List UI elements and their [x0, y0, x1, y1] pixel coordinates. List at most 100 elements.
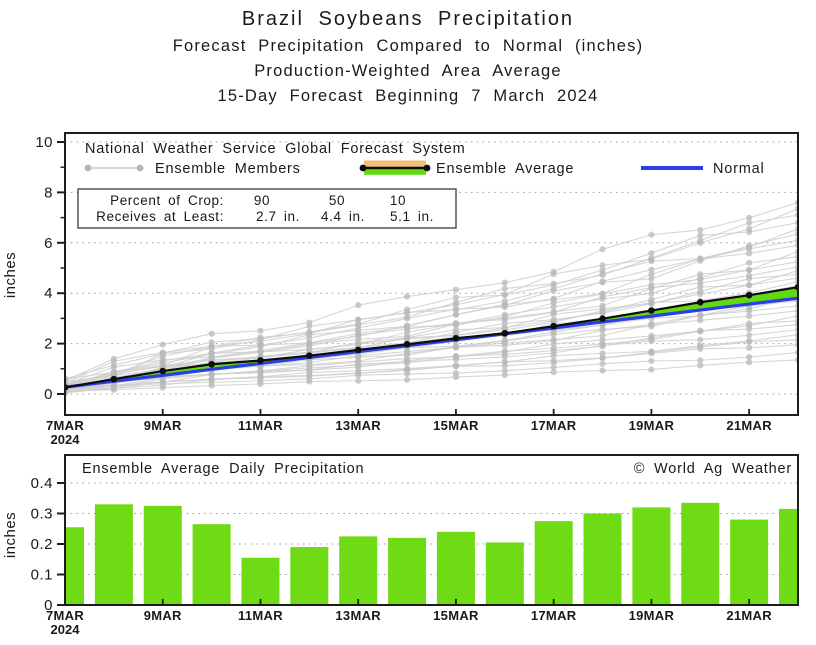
plot-border	[64, 132, 799, 416]
year-label: 2024	[51, 432, 81, 447]
ensemble-member-dot	[452, 356, 460, 363]
ensemble-member-dot	[257, 327, 264, 334]
ensemble-member-dot	[403, 348, 411, 355]
precip-bar	[388, 537, 427, 605]
precip-bar	[290, 547, 329, 605]
precip-bar	[94, 504, 133, 605]
x-tick-label: 15MAR	[433, 608, 479, 623]
ensemble-member-dot	[648, 337, 655, 345]
ensemble-member-dot	[697, 317, 704, 324]
year-label: 2024	[51, 622, 81, 637]
ensemble-member-line	[65, 201, 798, 382]
ensemble-member-dot	[550, 311, 557, 318]
ensemble-member-dot	[697, 288, 704, 295]
ensemble-member-dot	[452, 363, 460, 370]
ensemble-member-line	[65, 359, 798, 392]
ensemble-member-dot	[355, 352, 362, 359]
ensemble-member-dot	[159, 384, 166, 391]
ensemble-member-dot	[746, 259, 753, 266]
ensemble-average-dot	[257, 357, 264, 364]
y-tick-label: 0.1	[31, 567, 53, 584]
ensemble-member-dot	[648, 231, 655, 238]
ensemble-member-dot	[355, 331, 362, 339]
ensemble-member-dot	[599, 270, 606, 277]
ensemble-member-dot	[257, 348, 264, 356]
ensemble-member-dot	[159, 357, 166, 365]
chart-title: Brazil Soybeans Precipitation	[241, 8, 575, 30]
ensemble-member-line	[65, 266, 798, 386]
chart-subtitle-period: 15-Day Forecast Beginning 7 March 2024	[217, 87, 599, 105]
member-dot-icon	[84, 164, 92, 172]
ensemble-member-line	[65, 344, 798, 393]
legend-normal: Normal	[641, 161, 764, 177]
ensemble-member-line	[65, 281, 798, 387]
ensemble-member-dot	[452, 286, 460, 293]
precip-bar	[779, 508, 798, 605]
top-y-axis-label: inches	[2, 252, 19, 298]
info-box-row2: Receives at Least: 2.7 in. 4.4 in. 5.1 in.	[96, 209, 434, 224]
ensemble-member-dot	[746, 245, 753, 252]
ensemble-member-dot	[403, 293, 411, 300]
y-tick-label: 0.3	[31, 506, 53, 523]
ensemble-member-dot	[403, 334, 411, 342]
ensemble-member-dot	[403, 325, 411, 333]
ensemble-member-dot	[746, 320, 753, 327]
ensemble-member-dot	[746, 266, 753, 274]
ensemble-member-dot	[355, 372, 362, 379]
ensemble-member-dot	[355, 302, 362, 309]
ensemble-member-dot	[501, 353, 508, 360]
ensemble-member-line	[65, 228, 798, 384]
ensemble-member-dot	[452, 299, 460, 306]
ensemble-members-group	[65, 199, 798, 396]
ensemble-member-line	[65, 239, 798, 391]
ensemble-member-dot	[257, 342, 264, 349]
copyright-credit: © World Ag Weather	[634, 461, 792, 477]
ensemble-member-dot	[648, 321, 655, 328]
ensemble-average-dot	[159, 367, 167, 375]
ensemble-member-dot	[501, 342, 508, 349]
y-tick-label: 6	[44, 235, 53, 252]
ensemble-member-dot	[501, 303, 508, 311]
ensemble-member-dot	[746, 354, 753, 361]
ensemble-member-dot	[697, 362, 704, 369]
ensemble-member-dot	[599, 342, 606, 349]
chart-subtitle-compare: Forecast Precipitation Compared to Norma…	[172, 37, 644, 55]
ensemble-member-dot	[599, 246, 606, 253]
ensemble-member-dot	[648, 271, 655, 278]
ensemble-member-dot	[501, 362, 508, 369]
ensemble-member-dot	[550, 331, 557, 338]
ensemble-member-dot	[599, 293, 606, 300]
ensemble-average-dot	[452, 335, 460, 342]
y-tick-label: 0.4	[31, 475, 53, 492]
ensemble-member-dot	[501, 285, 508, 292]
ensemble-member-dot	[648, 258, 655, 265]
ensemble-member-dot	[697, 283, 704, 291]
ensemble-member-dot	[355, 324, 362, 332]
ensemble-member-dot	[697, 345, 704, 352]
y-tick-label: 2	[44, 336, 53, 353]
ensemble-member-dot	[208, 382, 215, 389]
ensemble-member-dot	[403, 315, 411, 322]
ensemble-member-dot	[159, 341, 166, 348]
ensemble-member-dot	[648, 357, 655, 365]
precip-bar	[632, 507, 671, 605]
ensemble-member-dot	[746, 214, 753, 221]
ensemble-member-dot	[208, 350, 215, 357]
precip-bar	[730, 519, 769, 605]
precip-bar	[241, 557, 280, 605]
ensemble-member-dot	[599, 360, 606, 367]
ensemble-member-dot	[452, 326, 460, 333]
x-tick-label: 19MAR	[629, 608, 675, 623]
precip-bar	[436, 531, 475, 605]
ensemble-member-dot	[550, 303, 557, 311]
ensemble-member-dot	[697, 327, 704, 334]
ensemble-member-line	[65, 214, 798, 385]
ensemble-average-dot	[745, 291, 753, 299]
ensemble-member-dot	[599, 262, 606, 269]
ensemble-member-dot	[110, 358, 117, 365]
ensemble-member-dot	[355, 316, 362, 323]
ensemble-member-dot	[501, 371, 508, 379]
ensemble-member-dot	[746, 359, 753, 366]
